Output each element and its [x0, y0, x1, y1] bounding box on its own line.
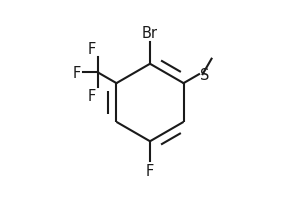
Text: F: F	[73, 65, 81, 80]
Text: F: F	[87, 42, 95, 57]
Text: F: F	[146, 163, 154, 178]
Text: Br: Br	[142, 26, 158, 41]
Text: S: S	[200, 67, 209, 82]
Text: F: F	[87, 89, 95, 104]
